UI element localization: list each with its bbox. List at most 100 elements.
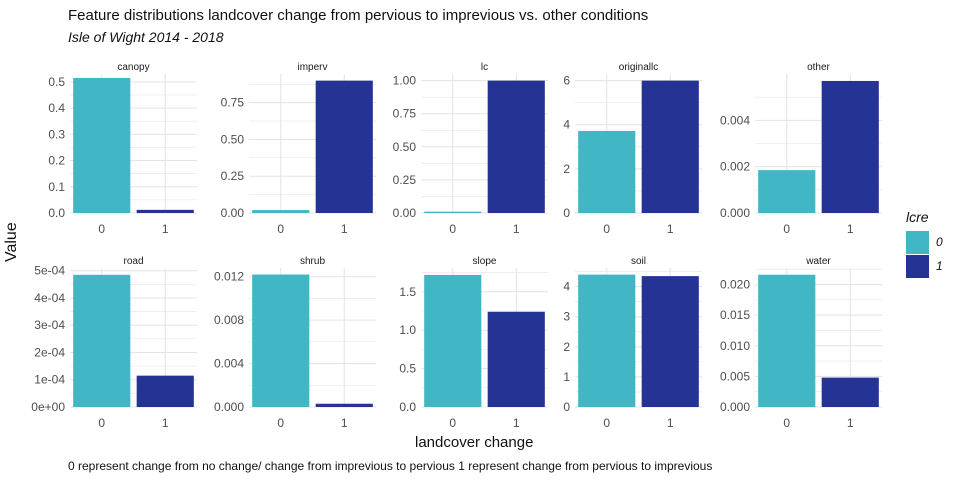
y-tick-label: 0.75 [221, 96, 245, 110]
y-tick-label: 0.004 [720, 113, 750, 127]
x-tick-label: 1 [847, 222, 854, 236]
x-tick-label: 1 [847, 416, 854, 430]
panel-road: 0e+00 1e-04 2e-04 3e-04 4e-04 5e-04 0 1 road [31, 256, 197, 430]
panel-soil: 0 1 2 3 4 0 1 soil [563, 256, 702, 430]
bar-road-0 [73, 274, 131, 407]
y-tick-label: 0.1 [48, 180, 65, 194]
bar-slope-0 [424, 274, 482, 407]
chart-title: Feature distributions landcover change f… [68, 7, 649, 24]
legend-title: lcre [906, 209, 929, 225]
legend-item-0: 0 [906, 230, 943, 254]
x-tick-label: 0 [98, 222, 105, 236]
y-tick-label: 0.004 [214, 357, 244, 371]
x-tick-label: 1 [341, 222, 348, 236]
x-tick-label: 0 [783, 222, 790, 236]
chart-caption: 0 represent change from no change/ chang… [68, 459, 713, 473]
bar-soil-1 [641, 276, 699, 407]
facet-strip-label: water [805, 256, 831, 267]
y-tick-label: 0.005 [720, 369, 750, 383]
panel-canopy: 0.0 0.1 0.2 0.3 0.4 0.5 0 1 canopy [48, 62, 197, 236]
panel-slope: 0.0 0.5 1.0 1.5 0 1 slope [399, 256, 548, 430]
bar-water-1 [821, 377, 879, 407]
y-tick-label: 0.000 [720, 400, 750, 414]
facet-strip-label: imperv [297, 62, 327, 73]
y-tick-label: 0.00 [393, 206, 417, 220]
y-tick-label: 0.020 [720, 278, 750, 292]
y-tick-label: 1.00 [393, 74, 417, 88]
facet-strip-label: originallc [619, 62, 658, 73]
bar-water-0 [758, 274, 816, 407]
y-tick-label: 0.010 [720, 339, 750, 353]
panel-lc: 0.00 0.25 0.50 0.75 1.00 0 1 lc [393, 62, 548, 236]
y-tick-label: 4e-04 [34, 291, 65, 305]
x-tick-label: 0 [603, 222, 610, 236]
panel-imperv: 0.00 0.25 0.50 0.75 0 1 imperv [221, 62, 376, 236]
chart-subtitle: Isle of Wight 2014 - 2018 [68, 29, 224, 45]
x-tick-label: 1 [162, 222, 169, 236]
y-tick-label: 0.012 [214, 270, 244, 284]
x-tick-label: 1 [667, 416, 674, 430]
y-tick-label: 3 [563, 310, 570, 324]
y-axis-label: Value [3, 222, 20, 262]
legend-label-0: 0 [936, 235, 943, 249]
y-tick-label: 1.0 [399, 323, 416, 337]
y-tick-label: 2 [563, 162, 570, 176]
x-tick-label: 0 [449, 416, 456, 430]
y-tick-label: 0 [563, 206, 570, 220]
bar-soil-0 [578, 274, 636, 407]
y-tick-label: 0.50 [221, 132, 245, 146]
y-tick-label: 0.5 [48, 75, 65, 89]
x-tick-label: 0 [98, 416, 105, 430]
bar-canopy-1 [136, 209, 194, 213]
y-tick-label: 0.25 [393, 173, 417, 187]
bar-slope-1 [487, 311, 545, 407]
y-tick-label: 0.2 [48, 154, 65, 168]
facet-strip-label: road [123, 256, 143, 267]
panel-shrub: 0.000 0.004 0.008 0.012 0 1 shrub [214, 256, 376, 430]
legend-item-1: 1 [906, 254, 943, 278]
facet-strip-label: soil [631, 256, 646, 267]
facet-strip-label: canopy [117, 62, 149, 73]
y-tick-label: 4 [563, 280, 570, 294]
y-tick-label: 5e-04 [34, 264, 65, 278]
bar-other-0 [758, 170, 816, 213]
y-tick-label: 4 [563, 118, 570, 132]
bar-canopy-0 [73, 77, 131, 213]
bar-other-1 [821, 80, 879, 213]
y-tick-label: 0.000 [214, 400, 244, 414]
y-tick-label: 0.015 [720, 308, 750, 322]
x-tick-label: 1 [341, 416, 348, 430]
y-tick-label: 2 [563, 340, 570, 354]
x-tick-label: 0 [603, 416, 610, 430]
panel-originallc: 0 2 4 6 0 1 originallc [563, 62, 702, 236]
x-tick-label: 1 [667, 222, 674, 236]
bar-imperv-1 [315, 80, 373, 213]
y-tick-label: 0.25 [221, 169, 245, 183]
bar-road-1 [136, 375, 194, 407]
y-tick-label: 0.75 [393, 107, 417, 121]
y-tick-label: 0.0 [399, 400, 416, 414]
x-tick-label: 1 [162, 416, 169, 430]
legend: lcre 0 1 [906, 209, 943, 278]
legend-swatch-0 [906, 230, 929, 254]
facet-strip-label: shrub [300, 256, 325, 267]
x-axis-label: landcover change [415, 434, 534, 451]
y-tick-label: 6 [563, 74, 570, 88]
y-tick-label: 0.50 [393, 140, 417, 154]
bar-originallc-1 [641, 80, 699, 213]
x-tick-label: 0 [783, 416, 790, 430]
facet-strip-label: slope [473, 256, 497, 267]
y-tick-label: 0.00 [221, 206, 245, 220]
bar-shrub-0 [252, 274, 310, 407]
y-tick-label: 1.5 [399, 285, 416, 299]
y-tick-label: 2e-04 [34, 345, 65, 359]
x-tick-label: 1 [513, 416, 520, 430]
x-tick-label: 0 [449, 222, 456, 236]
x-tick-label: 1 [513, 222, 520, 236]
y-tick-label: 0.0 [48, 206, 65, 220]
facet-strip-label: lc [481, 62, 488, 73]
legend-label-1: 1 [936, 259, 943, 273]
facet-strip-label: other [807, 62, 830, 73]
y-tick-label: 0.008 [214, 313, 244, 327]
